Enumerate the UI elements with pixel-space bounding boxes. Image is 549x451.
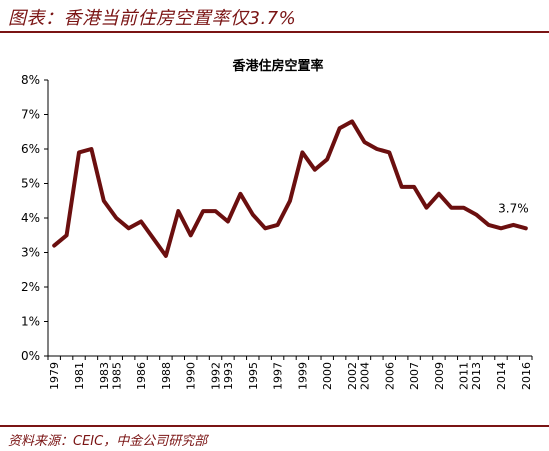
y-tick-label: 7%: [21, 108, 40, 122]
x-tick-label: 2000: [321, 362, 334, 390]
source-note: 资料来源：CEIC，中金公司研究部: [8, 434, 208, 449]
x-tick-label: 2007: [408, 362, 421, 390]
x-tick-label: 1979: [48, 362, 61, 390]
x-tick-label: 2009: [433, 362, 446, 390]
x-tick-label: 1997: [272, 362, 285, 390]
x-tick-label: 1986: [135, 362, 148, 390]
top-divider: [0, 31, 549, 33]
series-layer: [52, 119, 528, 258]
series-line: [52, 119, 528, 258]
bottom-divider: [0, 425, 549, 427]
x-tick-label: 1992: [210, 362, 223, 390]
y-tick-label: 3%: [21, 246, 40, 260]
y-tick-label: 8%: [21, 73, 40, 87]
x-tick-label: 2013: [470, 362, 483, 390]
y-tick-label: 2%: [21, 280, 40, 294]
x-tick-label: 1993: [222, 362, 235, 390]
x-tick-label: 1995: [247, 362, 260, 390]
y-tick-label: 4%: [21, 211, 40, 225]
x-tick-label: 2006: [383, 362, 396, 390]
x-tick-label: 2016: [520, 362, 533, 390]
figure-title: 图表：香港当前住房空置率仅3.7%: [8, 8, 297, 29]
x-tick-label: 2002: [346, 362, 359, 390]
x-tick-label: 1990: [185, 362, 198, 390]
x-axis: 1979 1981 1983 1985 1986 1988 1990 1992 1993 1995…: [47, 355, 533, 390]
y-tick-label: 0%: [21, 349, 40, 363]
x-tick-label: 1981: [73, 362, 86, 390]
x-tick-label: 1999: [296, 362, 309, 390]
y-tick-label: 5%: [21, 177, 40, 191]
x-tick-label: 2004: [358, 362, 371, 390]
x-tick-label: 1985: [110, 362, 123, 390]
y-axis: 0% 1% 2% 3% 4% 5% 6% 7% 8%: [21, 73, 49, 363]
x-tick-label: 2014: [495, 362, 508, 390]
x-tick-label: 2011: [458, 362, 471, 390]
y-tick-label: 1%: [21, 315, 40, 329]
x-tick-label: 1983: [98, 362, 111, 390]
chart-title: 香港住房空置率: [231, 58, 323, 74]
end-value-label: 3.7%: [498, 201, 529, 215]
x-tick-label: 1988: [160, 362, 173, 390]
y-tick-label: 6%: [21, 142, 40, 156]
